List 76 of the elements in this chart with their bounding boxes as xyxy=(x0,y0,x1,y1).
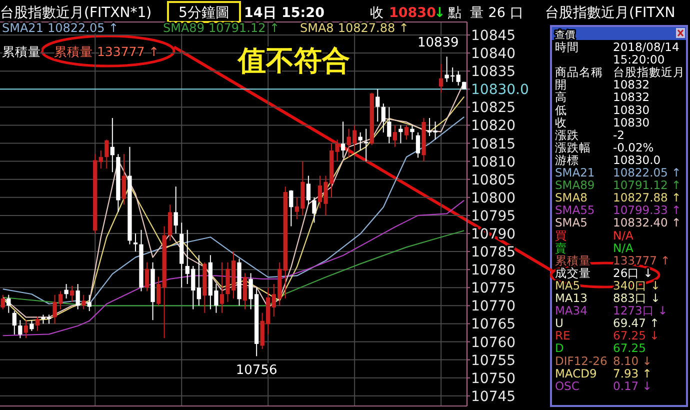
candlestick xyxy=(98,150,103,170)
candlestick xyxy=(312,196,316,224)
candlestick xyxy=(24,320,28,339)
candlestick xyxy=(144,262,150,292)
candlestick xyxy=(364,128,368,162)
text: 點 xyxy=(447,5,462,21)
candlestick xyxy=(220,262,224,314)
y-tick-label: 10750 xyxy=(471,370,516,387)
candlestick xyxy=(35,316,40,332)
candlestick xyxy=(387,106,392,144)
candlestick xyxy=(0,294,5,310)
y-tick-label: 10815 xyxy=(471,136,516,152)
candlestick xyxy=(6,294,11,314)
candlestick xyxy=(174,186,178,234)
candlestick xyxy=(110,118,114,173)
candlestick xyxy=(168,204,172,242)
candlestick xyxy=(376,88,380,122)
candlestick xyxy=(416,132,420,158)
candlestick xyxy=(30,320,34,332)
annotation: 累積量 133777 ↑ xyxy=(54,44,160,59)
candlestick xyxy=(196,254,201,306)
annotation: 累積量 xyxy=(2,44,41,59)
y-tick-label: 10780 xyxy=(471,262,516,279)
candlestick xyxy=(133,232,138,252)
candlestick xyxy=(381,103,386,133)
y-tick-label: 10760 xyxy=(471,334,516,351)
y-tick-label: 10805 xyxy=(471,172,516,188)
candlestick xyxy=(18,320,22,339)
y-tick-label: 10775 xyxy=(471,280,516,297)
text: 10830 xyxy=(389,5,436,21)
y-tick-label: 10755 xyxy=(471,352,516,369)
candlestick xyxy=(87,294,92,312)
y-tick-label: 10845 xyxy=(471,28,516,44)
candlestick xyxy=(242,272,248,310)
candlestick xyxy=(306,175,311,206)
candlestick xyxy=(70,285,74,303)
annotation: 10756 xyxy=(236,363,278,378)
y-tick-label: 10800 xyxy=(471,190,516,206)
annotation: 值不符合 xyxy=(237,44,350,77)
candlestick xyxy=(392,124,398,148)
y-tick-label: 10840 xyxy=(471,46,516,62)
candlestick xyxy=(410,124,414,140)
ref-line: 10830.0 xyxy=(0,82,529,98)
text: 14日 15:20 xyxy=(244,5,324,21)
ref-line-label: 10830.0 xyxy=(471,82,529,98)
candlestick xyxy=(404,124,409,140)
y-tick-label: 10785 xyxy=(471,244,516,261)
candlestick xyxy=(82,294,86,310)
chart-subtitle: 5分鐘圖 xyxy=(178,5,230,21)
y-tick-label: 10770 xyxy=(471,298,516,315)
candlestick xyxy=(438,63,444,94)
y-tick-label: 10810 xyxy=(471,154,516,170)
candlestick xyxy=(64,284,68,299)
legend-item: SMA21 10822.05 ↑ xyxy=(2,21,119,35)
candlestick xyxy=(12,310,16,336)
candlestick xyxy=(358,132,362,151)
candlestick xyxy=(122,154,126,206)
legend-item: SMA89 10791.12 ↑ xyxy=(163,21,280,35)
text: ↓ xyxy=(434,5,446,21)
chart-title: 台股指數近月(FITXN*1) xyxy=(0,5,152,21)
y-tick-label: 10795 xyxy=(471,208,516,224)
y-tick-label: 10765 xyxy=(471,316,516,333)
candlestick xyxy=(456,70,460,86)
candlestick xyxy=(340,121,346,158)
y-tick-label: 10745 xyxy=(471,388,516,405)
candlestick xyxy=(76,284,80,310)
y-tick-label: 10835 xyxy=(471,64,516,80)
candlestick xyxy=(104,139,109,170)
annotation: 10839 xyxy=(417,36,459,51)
legend-item: SMA8 10827.88 ↑ xyxy=(300,21,409,35)
text: 量 26 口 xyxy=(470,5,524,21)
y-tick-label: 10820 xyxy=(471,118,516,134)
y-tick-label: 10825 xyxy=(471,100,516,116)
text: 收 xyxy=(370,5,384,21)
candlestick xyxy=(398,124,403,144)
candlestick xyxy=(289,190,294,227)
